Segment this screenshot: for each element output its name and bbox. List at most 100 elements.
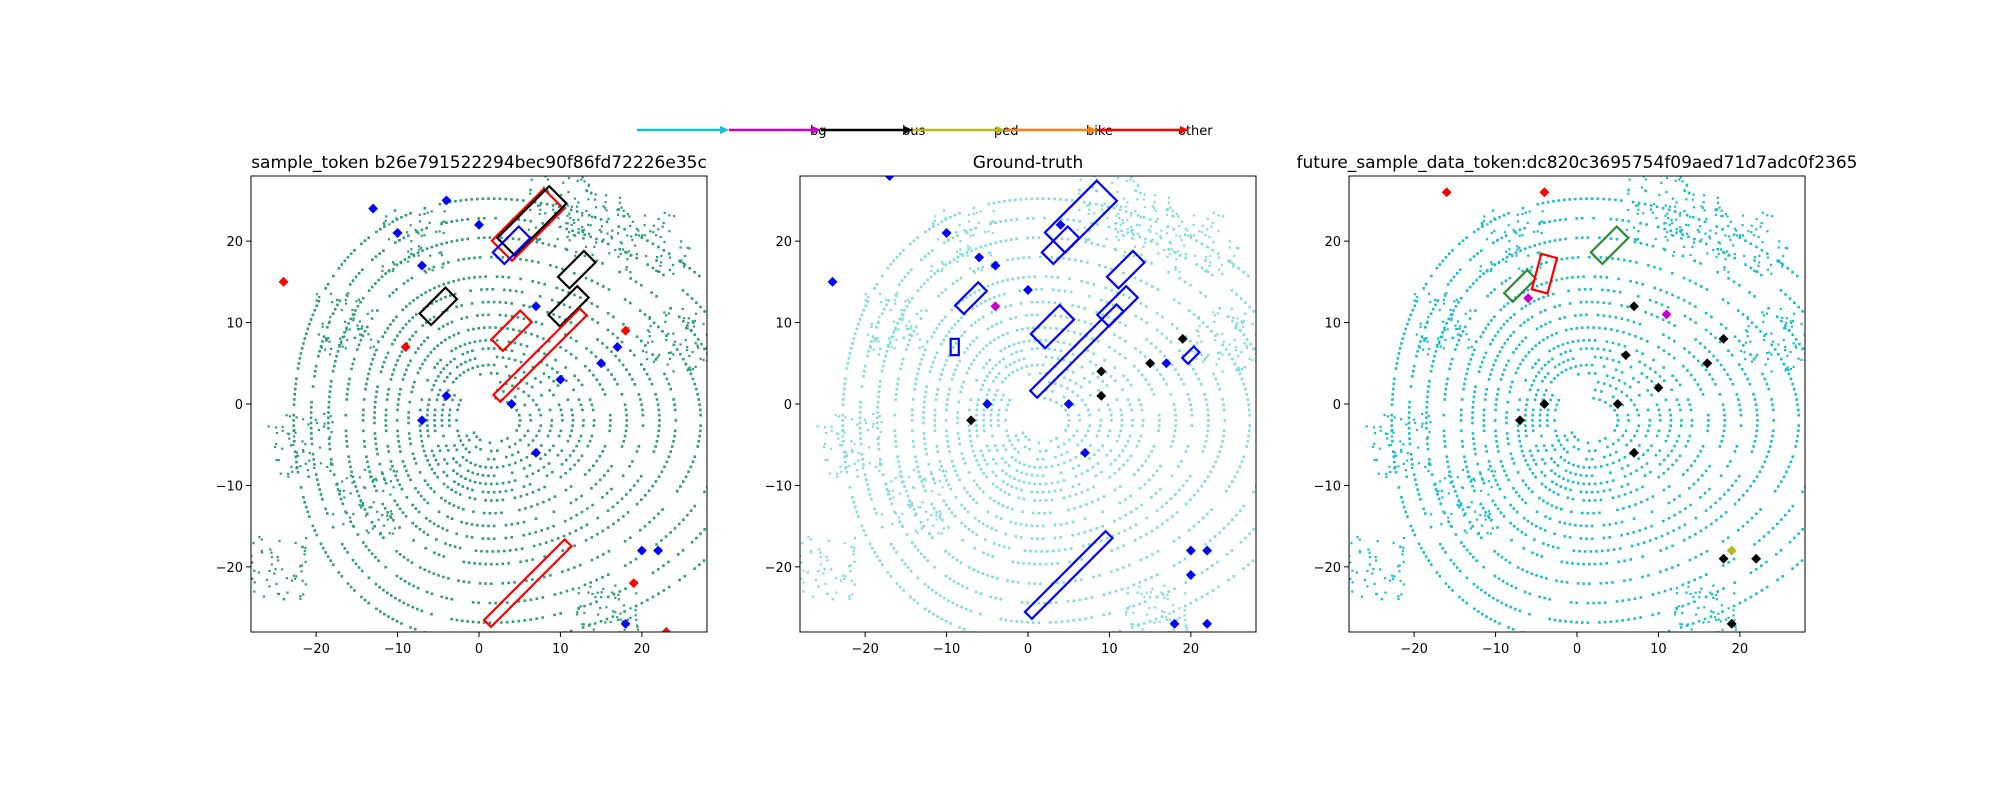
x-tick-label: 0	[1024, 642, 1032, 657]
object-marker	[974, 252, 984, 262]
y-tick-label: 0	[1333, 398, 1341, 413]
object-marker	[1202, 546, 1212, 556]
legend: bg bus ped bike other	[637, 124, 1213, 139]
x-tick-label: 20	[634, 642, 651, 657]
object-marker	[393, 228, 403, 238]
object-marker	[1539, 187, 1549, 197]
x-tick-label: 10	[552, 642, 569, 657]
object-marker	[531, 301, 541, 311]
plot-area	[243, 175, 777, 649]
x-tick-label: 10	[1101, 642, 1118, 657]
bounding-box	[1591, 227, 1628, 264]
chart-title: future_sample_data_token:dc820c3695754f0…	[1297, 153, 1858, 173]
x-tick-label: −20	[851, 642, 878, 657]
object-marker	[441, 391, 451, 401]
object-marker	[1096, 391, 1106, 401]
y-tick-label: 20	[775, 235, 792, 250]
object-marker	[966, 415, 976, 425]
bounding-box	[1031, 305, 1074, 348]
y-tick-label: 0	[784, 398, 792, 413]
object-marker	[1629, 301, 1639, 311]
object-marker	[1023, 285, 1033, 295]
y-tick-label: 20	[226, 235, 243, 250]
object-marker	[1629, 448, 1639, 458]
object-marker	[1621, 350, 1631, 360]
point-cloud	[1341, 175, 1875, 649]
object-marker	[1539, 399, 1549, 409]
object-marker	[474, 220, 484, 230]
legend-arrowhead	[720, 126, 729, 134]
object-marker	[1523, 293, 1533, 303]
object-marker	[1662, 309, 1672, 319]
x-tick-label: −20	[302, 642, 329, 657]
chart-title: sample_token b26e791522294bec90f86fd7222…	[251, 153, 707, 173]
bounding-box	[955, 282, 987, 314]
object-marker	[1178, 334, 1188, 344]
object-marker	[1161, 358, 1171, 368]
object-marker	[637, 546, 647, 556]
object-marker	[441, 195, 451, 205]
object-marker	[990, 301, 1000, 311]
plot-area	[792, 171, 1326, 649]
chart-panel-3: −20 −10 0 10 20 −20 −10 0 10 20 future_sample_data…	[1297, 153, 1875, 657]
object-marker	[1613, 399, 1623, 409]
object-marker	[555, 375, 565, 385]
object-marker	[1727, 546, 1737, 556]
y-tick-label: −20	[216, 561, 243, 576]
object-marker	[531, 448, 541, 458]
bounding-box	[1532, 254, 1557, 294]
object-marker	[1080, 448, 1090, 458]
x-tick-label: −10	[1482, 642, 1509, 657]
bounding-box	[1045, 181, 1117, 253]
object-marker	[279, 277, 289, 287]
object-marker	[1751, 554, 1761, 564]
y-tick-label: 20	[1324, 235, 1341, 250]
object-marker	[982, 399, 992, 409]
object-marker	[368, 204, 378, 214]
object-marker	[1186, 570, 1196, 580]
y-tick-label: −20	[1314, 561, 1341, 576]
object-marker	[1145, 358, 1155, 368]
object-marker	[990, 261, 1000, 271]
object-marker	[1186, 546, 1196, 556]
object-marker	[612, 342, 622, 352]
y-tick-label: −10	[1314, 479, 1341, 494]
x-tick-label: −10	[384, 642, 411, 657]
x-tick-label: 20	[1732, 642, 1749, 657]
bounding-box	[1182, 347, 1199, 364]
object-marker	[1064, 399, 1074, 409]
object-marker	[653, 546, 663, 556]
x-tick-label: 20	[1183, 642, 1200, 657]
x-tick-label: 0	[475, 642, 483, 657]
object-marker	[1653, 383, 1663, 393]
x-tick-label: −10	[933, 642, 960, 657]
point-cloud	[243, 175, 777, 649]
y-tick-label: 10	[1324, 317, 1341, 332]
chart-panel-1: −20 −10 0 10 20 −20 −10 0 10 20 sample_token b26e7…	[216, 153, 777, 657]
object-marker	[1442, 187, 1452, 197]
object-marker	[1719, 554, 1729, 564]
x-tick-label: 10	[1650, 642, 1667, 657]
chart-panels: −20 −10 0 10 20 −20 −10 0 10 20 sample_token b26e7…	[216, 153, 1875, 657]
object-marker	[1515, 415, 1525, 425]
object-marker	[507, 399, 517, 409]
y-tick-label: 10	[775, 317, 792, 332]
y-tick-label: −10	[765, 479, 792, 494]
object-marker	[417, 261, 427, 271]
bounding-box	[492, 189, 564, 261]
object-marker	[942, 228, 952, 238]
object-marker	[629, 578, 639, 588]
object-marker	[828, 277, 838, 287]
chart-panel-2: −20 −10 0 10 20 −20 −10 0 10 20 Ground-truth	[765, 153, 1326, 657]
y-tick-label: −20	[765, 561, 792, 576]
object-marker	[1702, 358, 1712, 368]
object-marker	[1096, 366, 1106, 376]
chart-title: Ground-truth	[973, 153, 1084, 173]
object-marker	[1202, 619, 1212, 629]
object-marker	[596, 358, 606, 368]
y-tick-label: 10	[226, 317, 243, 332]
x-tick-label: 0	[1573, 642, 1581, 657]
object-marker	[417, 415, 427, 425]
plot-area	[1341, 175, 1875, 649]
